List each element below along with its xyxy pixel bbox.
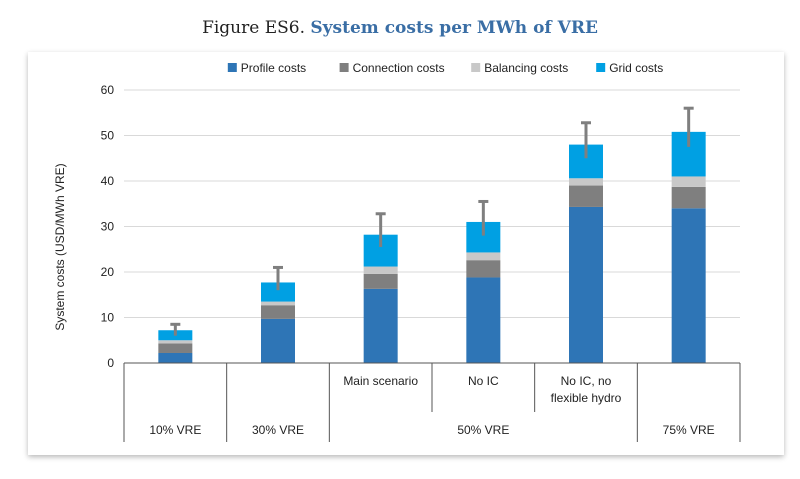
bar-segment bbox=[363, 266, 398, 274]
error-bar-layer bbox=[170, 106, 694, 336]
bar-segment bbox=[671, 186, 706, 209]
legend: Profile costs Connection costs Balancing c… bbox=[227, 61, 663, 75]
y-tick-label: 50 bbox=[101, 129, 115, 143]
legend-label: Connection costs bbox=[353, 61, 445, 75]
bar-segment bbox=[158, 340, 193, 344]
bar-segment bbox=[363, 273, 398, 289]
bar-segment bbox=[569, 206, 603, 363]
bar-segment bbox=[466, 260, 501, 278]
axis-layer: 0 10 20 30 40 50 60 Main scenario No IC No IC, no… bbox=[101, 83, 741, 442]
category-label: No IC bbox=[468, 374, 499, 388]
y-tick-label: 20 bbox=[101, 265, 115, 279]
bar-layer bbox=[158, 131, 706, 363]
legend-swatch bbox=[471, 63, 481, 72]
bar-segment bbox=[261, 318, 295, 363]
bar-segment bbox=[671, 208, 706, 363]
bar-segment bbox=[569, 178, 603, 186]
y-tick-label: 30 bbox=[101, 220, 115, 234]
legend-label: Profile costs bbox=[241, 61, 306, 75]
bar-segment bbox=[466, 277, 501, 363]
bar-segment bbox=[261, 301, 295, 306]
bar-segment bbox=[671, 176, 706, 187]
category-label: No IC, no bbox=[561, 374, 612, 388]
group-label: 75% VRE bbox=[663, 423, 715, 437]
legend-swatch bbox=[227, 63, 237, 72]
legend-label: Grid costs bbox=[609, 61, 663, 75]
legend-swatch bbox=[596, 63, 606, 72]
y-tick-label: 40 bbox=[101, 174, 115, 188]
chart-svg: 0 10 20 30 40 50 60 Main scenario No IC No IC, no… bbox=[53, 61, 741, 442]
category-label: flexible hydro bbox=[551, 391, 622, 405]
legend-swatch bbox=[339, 63, 349, 72]
y-tick-label: 0 bbox=[107, 356, 114, 370]
y-axis-label: System costs (USD/MWh VRE) bbox=[53, 163, 67, 330]
bar-segment bbox=[158, 352, 193, 363]
bar-segment bbox=[569, 185, 603, 207]
chart-panel: 0 10 20 30 40 50 60 Main scenario No IC No IC, no… bbox=[28, 52, 784, 455]
group-label: 50% VRE bbox=[457, 423, 509, 437]
figure-title: Figure ES6. System costs per MWh of VRE bbox=[0, 18, 800, 38]
bar-segment bbox=[363, 288, 398, 363]
figure-caption: System costs per MWh of VRE bbox=[310, 18, 598, 38]
y-tick-label: 60 bbox=[101, 83, 115, 97]
group-label: 30% VRE bbox=[252, 423, 304, 437]
bar-segment bbox=[158, 343, 193, 353]
bar-segment bbox=[261, 305, 295, 319]
group-label: 10% VRE bbox=[149, 423, 201, 437]
figure-label: Figure ES6. bbox=[202, 18, 305, 38]
y-tick-label: 10 bbox=[101, 311, 115, 325]
grid-layer bbox=[124, 89, 740, 318]
bar-segment bbox=[261, 282, 295, 302]
legend-label: Balancing costs bbox=[484, 61, 568, 75]
category-label: Main scenario bbox=[343, 374, 418, 388]
bar-segment bbox=[466, 252, 501, 261]
